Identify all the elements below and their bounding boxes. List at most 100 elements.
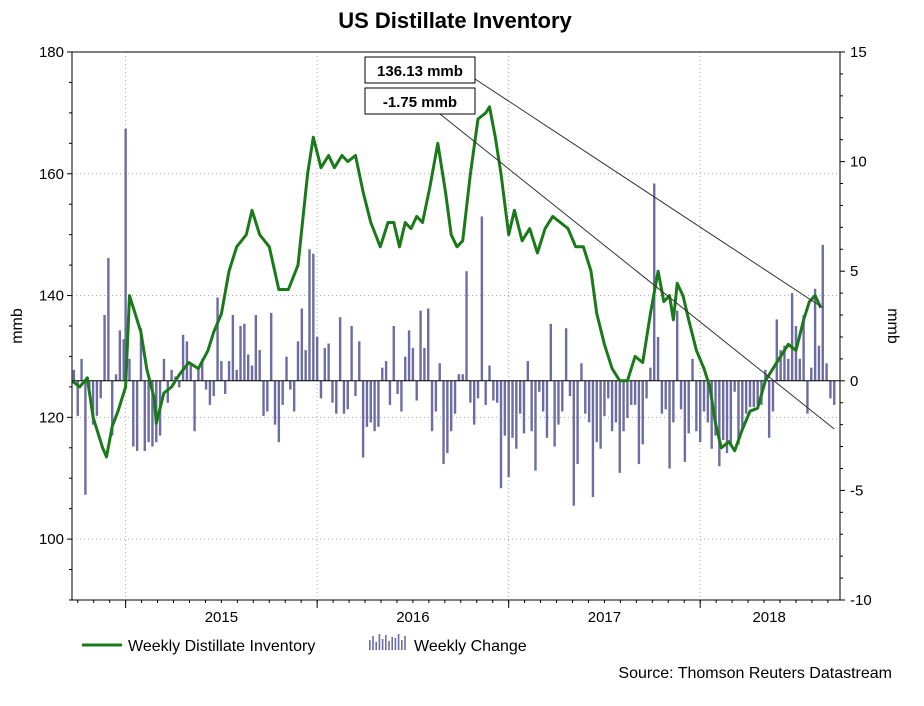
change-bar [114,374,118,381]
change-bar [212,380,215,397]
change-bar [607,380,610,399]
change-bar [702,380,706,412]
change-bar [266,380,269,412]
change-bar [561,380,564,412]
change-bar [185,341,189,381]
right-axis: -10 -5 0 5 10 15 [840,44,872,609]
legend-bar [391,637,393,650]
change-bar [507,380,510,478]
inventory-line-group [71,105,823,459]
change-bar [250,365,254,381]
change-bar [526,361,530,381]
change-bar [783,345,786,381]
change-bar [434,380,438,412]
x-year-label: 2017 [588,609,621,626]
change-bar [369,380,372,423]
change-bar [111,380,114,436]
change-bar [744,380,748,414]
change-bar [683,380,687,462]
change-bar [534,380,537,471]
legend-bars-swatch [369,634,406,650]
change-bar [610,380,614,432]
change-bar [484,380,487,405]
change-bar [80,358,83,381]
change-bar [687,380,690,434]
change-bar [515,380,518,449]
change-bar [162,358,166,381]
change-bar [660,380,664,414]
change-bar [511,380,514,438]
change-bar [649,367,652,381]
change-bar [503,380,507,436]
change-bar [714,380,717,436]
change-bar [354,380,357,397]
change-bar [794,326,798,381]
right-tick-label: 5 [850,263,858,280]
change-bar [576,380,579,465]
change-bar [197,367,200,381]
change-bar [641,380,644,445]
legend-bar [401,640,403,650]
change-bar [580,363,583,381]
change-bar [698,380,702,443]
change-bar [323,347,327,381]
change-bar [411,347,415,381]
change-bar [656,336,660,381]
change-bar [706,380,710,423]
gridlines [72,52,840,600]
change-bar [725,380,729,454]
left-tick-label: 140 [39,288,64,305]
change-bar [798,358,801,381]
change-bar [572,380,575,506]
change-bar [143,380,146,451]
change-bar [338,317,342,381]
change-bar [564,328,568,381]
left-axis-label: mmb [9,308,26,344]
change-bar [446,380,449,454]
change-bar [591,380,595,497]
change-bar [676,310,679,381]
change-bar [95,380,99,416]
right-tick-label: -10 [850,592,872,609]
change-bar [729,380,733,445]
change-bar [315,336,319,381]
change-bar [522,380,526,434]
change-bar [335,380,338,414]
change-bar [530,380,533,432]
change-bar [653,183,656,381]
change-bar [499,380,503,489]
inventory-line [71,105,823,459]
change-bar [748,380,752,408]
change-bar [679,380,683,410]
change-bar [135,380,139,451]
change-bar [806,380,809,414]
callout-line-change [439,113,835,430]
x-year-label: 2015 [205,609,238,626]
change-bar [461,374,464,381]
change-bar [480,216,484,381]
x-axis: 2015 2016 2017 2018 [77,600,829,626]
change-bar [91,380,95,425]
change-bar [400,380,403,412]
left-tick-label: 180 [39,44,64,61]
change-bar [476,380,480,399]
change-bar [584,380,587,414]
change-bar [262,380,265,416]
callout-line-inventory [474,78,824,309]
plot-frame [71,51,841,601]
change-bar [331,380,334,403]
change-bar [220,361,223,381]
change-bar [308,249,311,381]
change-bar [614,380,618,423]
change-bar [239,326,242,381]
change-bar [630,380,633,405]
legend-bar [385,635,387,650]
change-bar [779,350,782,381]
change-bar [691,358,694,381]
x-year-label: 2018 [752,609,785,626]
change-bar [139,328,143,381]
change-bar [76,380,79,416]
change-bar [775,319,778,381]
change-bar [633,380,637,405]
change-bar [181,334,185,381]
